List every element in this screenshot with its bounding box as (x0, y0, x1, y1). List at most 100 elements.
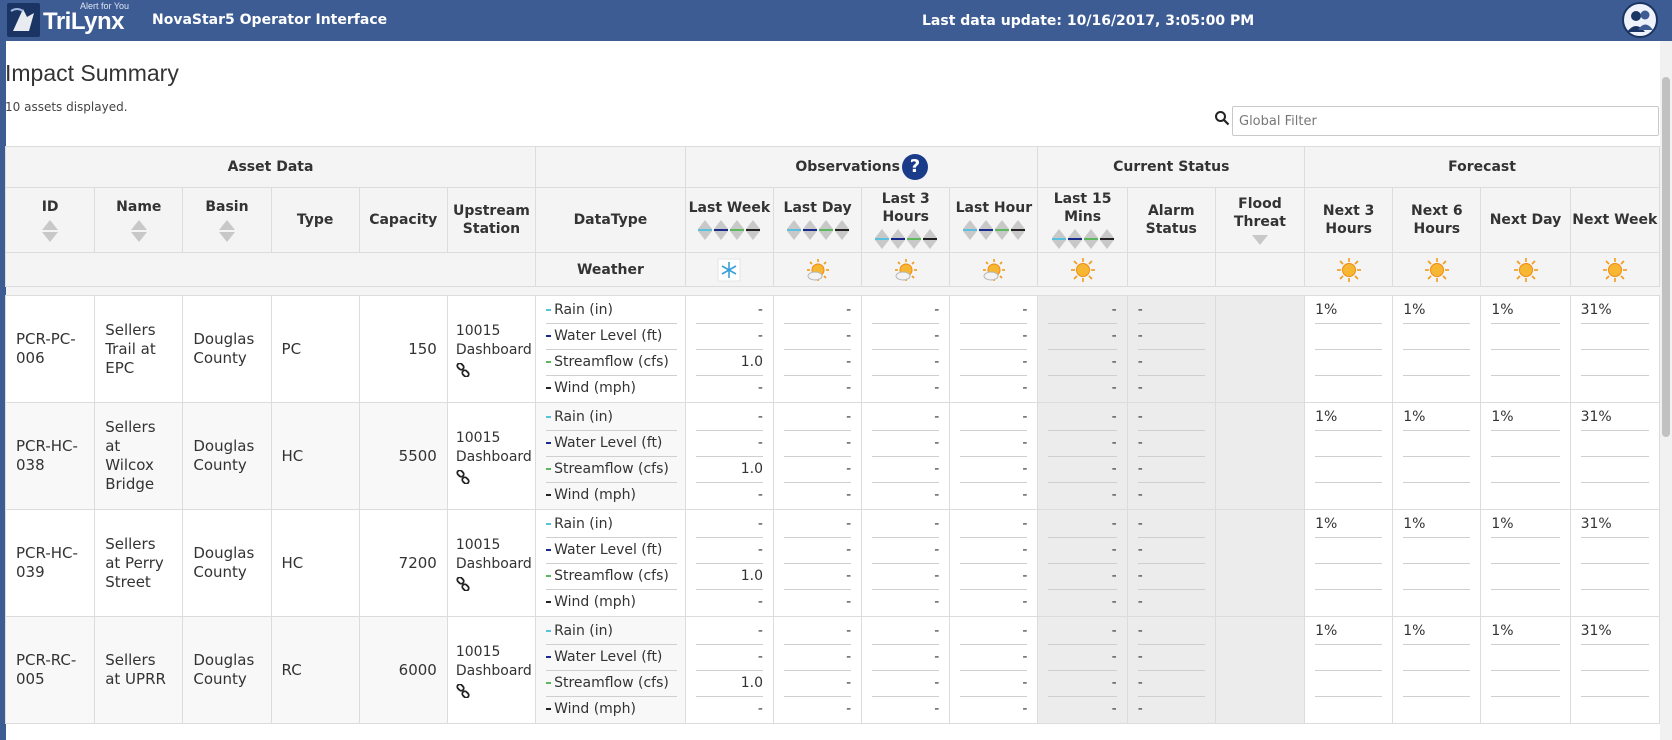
global-filter-input[interactable] (1232, 106, 1659, 136)
datatype-color-swatch (546, 494, 552, 496)
sort-arrows-icon[interactable] (41, 219, 59, 243)
forecast-empty (1403, 538, 1471, 564)
table-row[interactable]: PCR-HC-038 Sellers at Wilcox Bridge Dougla… (4, 402, 1661, 510)
cell-next-day: 1% (1480, 402, 1571, 510)
datatype-color-swatch (546, 442, 552, 444)
weather-next-day (1480, 252, 1571, 287)
col-next-week: Next Week (1569, 187, 1661, 253)
cell-capacity: 7200 (358, 509, 448, 617)
forecast-empty (1315, 324, 1383, 350)
forecast-empty (1403, 671, 1471, 697)
table-row[interactable]: PCR-PC-006 Sellers Trail at EPC Douglas Co… (4, 295, 1661, 403)
obs-value: - (934, 701, 940, 717)
obs-value: - (872, 512, 940, 538)
obs-value: - (934, 487, 940, 503)
cur-value: - (1048, 431, 1117, 457)
forecast-empty (1491, 376, 1559, 402)
forecast-empty (1580, 350, 1649, 376)
obs-value: - (934, 594, 940, 610)
table-row[interactable]: PCR-RC-005 Sellers at UPRR Douglas County R… (4, 616, 1661, 724)
obs-value: - (695, 645, 763, 671)
obs-value: - (934, 380, 940, 396)
alarm-value: - (1137, 431, 1205, 457)
cell-type: RC (270, 616, 360, 724)
upstream-dashboard-link[interactable]: Dashboard (455, 555, 532, 572)
col-basin[interactable]: Basin (182, 187, 272, 253)
sort-arrows-icon[interactable] (218, 219, 236, 243)
datatype-item: Rain (in) (546, 512, 677, 538)
link-icon[interactable] (456, 576, 470, 591)
obs-value: - (960, 431, 1028, 457)
col-last-3-hours: Last 3 Hours (861, 187, 951, 253)
obs-value: - (960, 298, 1028, 324)
datatype-item: Streamflow (cfs) (546, 457, 677, 483)
page-scrollbar[interactable] (1660, 41, 1672, 740)
upstream-dashboard-link[interactable]: Dashboard (455, 448, 532, 465)
upstream-station-id: 10015 (455, 643, 501, 660)
datatype-label: Streamflow (cfs) (554, 461, 669, 477)
col-name-label: Name (116, 198, 162, 215)
col-next-3-hours: Next 3 Hours (1304, 187, 1394, 253)
help-icon[interactable]: ? (901, 154, 928, 180)
trend-arrows-icon[interactable] (874, 228, 938, 250)
col-capacity: Capacity (358, 187, 448, 253)
datatype-item: Wind (mph) (546, 590, 677, 616)
cell-name: Sellers Trail at EPC (94, 295, 184, 403)
forecast-empty (1581, 697, 1649, 723)
trilynx-logo[interactable]: Alert for You TriLynx (5, 1, 135, 38)
datatype-item: Streamflow (cfs) (546, 671, 677, 697)
datatype-item: Water Level (ft) (546, 431, 677, 457)
trend-arrows-icon[interactable] (962, 219, 1026, 241)
group-forecast: Forecast (1304, 146, 1660, 188)
link-icon[interactable] (456, 469, 470, 484)
impact-table: Asset Data Observations? Current Status … (4, 146, 1661, 724)
cell-next-6-hours: 1% (1392, 295, 1482, 403)
cell-flood-threat (1214, 616, 1306, 724)
scrollbar-thumb[interactable] (1662, 77, 1670, 437)
obs-value: - (783, 512, 852, 538)
forecast-empty (1491, 645, 1560, 671)
forecast-value: 1% (1315, 298, 1383, 324)
trend-arrows-icon[interactable] (697, 219, 761, 241)
col-basin-label: Basin (205, 198, 249, 215)
table-row[interactable]: PCR-HC-039 Sellers at Perry Street Douglas… (4, 509, 1661, 617)
obs-value: - (960, 564, 1028, 590)
sun-icon (1602, 257, 1627, 282)
upstream-box: 10015 Dashboard (453, 531, 532, 595)
user-menu-icon[interactable] (1622, 2, 1658, 38)
obs-value: - (960, 324, 1028, 350)
datatype-color-swatch (546, 630, 552, 632)
col-last-3-hours-label: Last 3 Hours (881, 191, 930, 225)
cell-last-hour: ---- (949, 295, 1039, 403)
cur-value: - (1111, 701, 1117, 717)
trend-arrows-icon[interactable] (1051, 228, 1115, 250)
upstream-dashboard-link[interactable]: Dashboard (455, 662, 532, 679)
col-flood-threat[interactable]: Flood Threat (1214, 187, 1306, 253)
datatype-label: Rain (in) (554, 409, 613, 425)
col-id[interactable]: ID (4, 187, 96, 253)
link-icon[interactable] (456, 683, 470, 698)
datatype-item: Rain (in) (546, 405, 677, 431)
sort-arrows-icon[interactable] (130, 219, 148, 243)
forecast-value: 31% (1580, 298, 1649, 324)
datatype-label: Rain (in) (554, 516, 613, 532)
obs-value: - (872, 405, 940, 431)
obs-value: - (695, 431, 763, 457)
link-icon[interactable] (456, 362, 470, 377)
upstream-dashboard-link[interactable]: Dashboard (455, 341, 532, 358)
impact-summary-table: Asset Data Observations? Current Status … (4, 146, 1661, 724)
sort-down-icon[interactable] (1251, 234, 1269, 246)
sun-icon (1070, 257, 1095, 282)
cell-upstream-station: 10015 Dashboard (446, 509, 537, 617)
forecast-value: 31% (1580, 405, 1649, 431)
alarm-value: - (1137, 538, 1205, 564)
forecast-empty (1491, 431, 1560, 457)
obs-value: - (960, 350, 1028, 376)
trend-arrows-icon[interactable] (786, 219, 850, 241)
cell-last-3-hours: ---- (861, 509, 951, 617)
forecast-empty (1403, 483, 1470, 509)
col-name[interactable]: Name (94, 187, 184, 253)
upstream-box: 10015 Dashboard (453, 638, 532, 702)
forecast-empty (1491, 457, 1560, 483)
forecast-empty (1403, 590, 1470, 616)
